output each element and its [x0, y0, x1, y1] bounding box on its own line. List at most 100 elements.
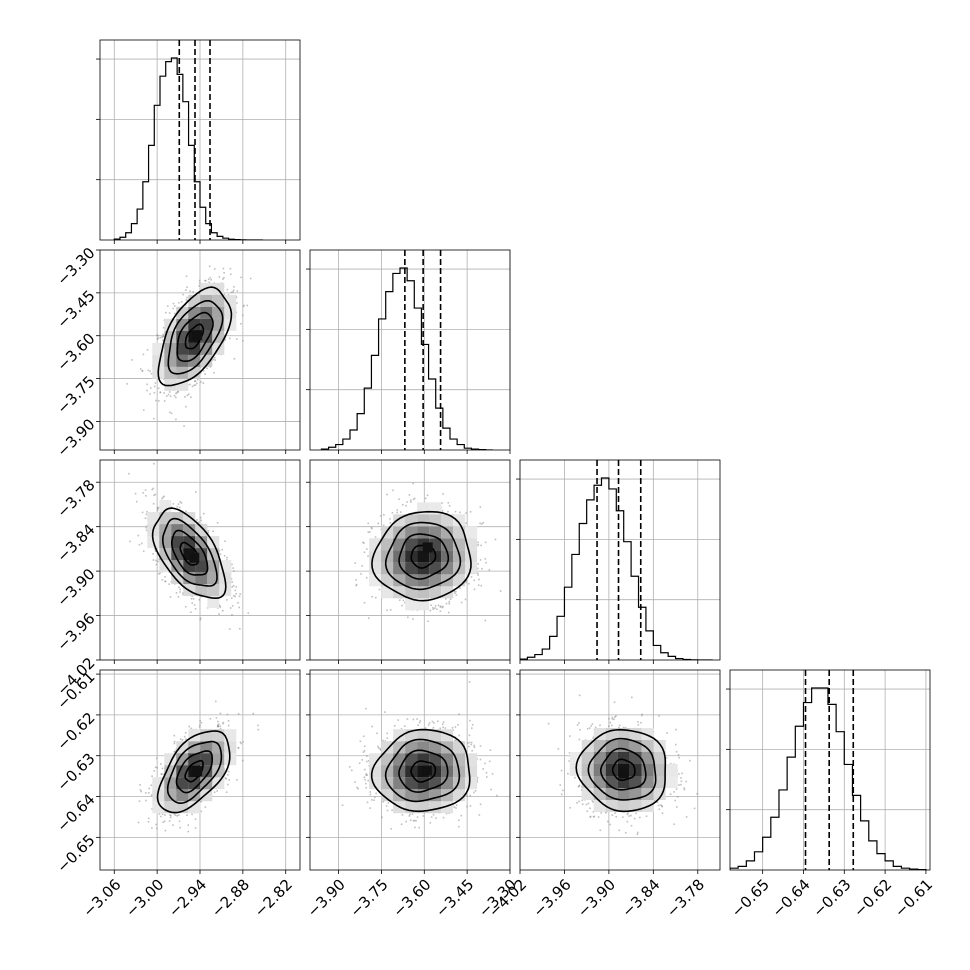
hist-frame-0: [99, 39, 301, 241]
sample-point: [161, 336, 163, 338]
sample-point: [235, 296, 238, 299]
sample-point: [155, 563, 158, 566]
sample-point: [240, 276, 242, 279]
sample-point: [449, 598, 452, 601]
sample-point: [377, 522, 380, 525]
sample-point: [157, 337, 160, 340]
sample-point: [197, 521, 200, 524]
sample-point: [162, 333, 164, 336]
density-cell: [164, 354, 177, 367]
sample-point: [476, 572, 479, 574]
sample-point: [221, 610, 224, 612]
sample-point: [367, 531, 370, 534]
sample-point: [150, 784, 153, 786]
sample-point: [223, 554, 226, 557]
contour-level-4: [371, 510, 472, 602]
sample-point: [154, 550, 157, 552]
density-cell: [171, 572, 184, 585]
sample-point: [229, 273, 232, 276]
sample-point: [142, 353, 145, 356]
sample-point: [208, 281, 211, 283]
sample-point: [164, 814, 166, 816]
sample-point: [204, 279, 206, 282]
sample-point: [476, 567, 479, 570]
sample-point: [168, 583, 170, 585]
sample-point: [162, 339, 164, 342]
sample-point: [195, 491, 197, 493]
sample-point: [236, 338, 238, 340]
sample-point: [183, 425, 185, 427]
sample-point: [363, 551, 366, 554]
sample-point: [150, 372, 153, 375]
density-cell: [164, 366, 177, 379]
sample-point: [180, 502, 183, 504]
contour-level-2: [398, 533, 450, 580]
sample-point: [432, 608, 435, 611]
sample-point: [354, 562, 357, 564]
sample-point: [180, 301, 183, 303]
sample-point: [184, 396, 186, 398]
sample-point: [199, 372, 202, 375]
sample-point: [173, 305, 176, 307]
histogram-step: [320, 267, 493, 450]
density-cell: [417, 574, 430, 587]
sample-point: [231, 605, 234, 607]
sample-point: [194, 384, 197, 386]
density-cell: [441, 538, 454, 551]
sample-point: [185, 298, 188, 301]
contour-level-2: [171, 529, 209, 576]
panel-content: [100, 670, 300, 870]
sample-point: [445, 598, 447, 600]
sample-point: [232, 567, 235, 569]
sample-point: [221, 548, 223, 551]
hist-bg-2: [520, 460, 720, 660]
sample-point: [185, 405, 187, 408]
sample-point: [204, 373, 206, 375]
sample-point: [158, 573, 160, 575]
density-cell: [429, 574, 442, 587]
sample-point: [365, 576, 368, 579]
hist-frame-2: [519, 459, 721, 661]
sample-point: [198, 598, 201, 601]
contour-level-1: [179, 541, 199, 566]
density-cell: [224, 294, 237, 307]
density-cell: [195, 584, 208, 597]
sample-point: [360, 573, 362, 575]
sample-point: [186, 286, 188, 289]
sample-point: [128, 472, 130, 475]
sample-point: [147, 817, 150, 820]
density-cell: [159, 536, 172, 549]
density-cell: [188, 318, 201, 331]
sample-point: [202, 366, 205, 369]
contour-level-4: [157, 286, 233, 387]
density-peak: [192, 330, 203, 341]
sample-point: [448, 602, 451, 605]
sample-point: [158, 558, 160, 560]
sample-point: [230, 291, 233, 294]
sample-point: [454, 592, 456, 595]
sample-point: [200, 519, 202, 522]
sample-point: [445, 602, 448, 605]
sample-point: [236, 302, 238, 304]
histogram-step: [113, 57, 263, 240]
sample-point: [157, 507, 159, 510]
sample-point: [141, 542, 143, 545]
sample-point: [218, 276, 221, 278]
sample-point: [183, 735, 186, 738]
sample-point: [223, 770, 226, 772]
sample-point: [405, 504, 407, 507]
sample-point: [161, 767, 164, 770]
sample-point: [477, 544, 480, 546]
sample-point: [363, 542, 365, 544]
hist-bg-1: [310, 250, 510, 450]
density-cell: [369, 562, 382, 575]
sample-point: [442, 493, 444, 495]
sample-point: [225, 778, 228, 780]
sample-point: [202, 370, 205, 372]
sample-point: [139, 368, 142, 370]
sample-point: [231, 586, 234, 588]
sample-point: [412, 618, 414, 620]
sample-point: [145, 529, 148, 532]
sample-point: [175, 392, 177, 395]
sample-point: [234, 589, 237, 592]
